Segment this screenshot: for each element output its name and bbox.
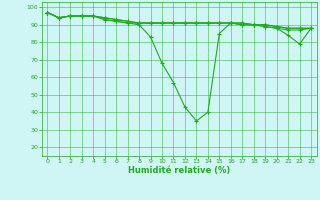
X-axis label: Humidité relative (%): Humidité relative (%) <box>128 166 230 175</box>
